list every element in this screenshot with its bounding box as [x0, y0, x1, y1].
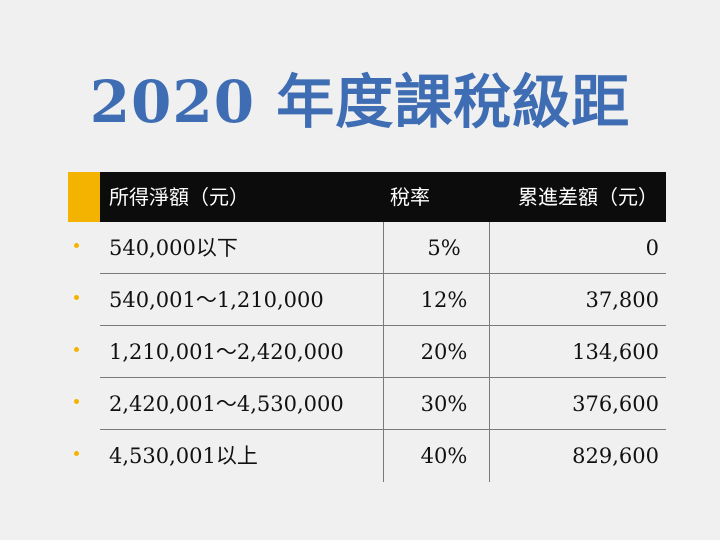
deduction-cell: 0 [645, 236, 659, 260]
income-cell: 540,000以下 [109, 236, 238, 260]
table-row: 2,420,001～4,530,000 30% 376,600 [68, 378, 666, 430]
rate-cell: 12% [420, 288, 468, 312]
bullet-icon [74, 347, 79, 352]
income-cell: 540,001～1,210,000 [109, 288, 324, 312]
header-rate: 稅率 [390, 185, 430, 209]
header-deduction: 累進差額（元） [518, 185, 658, 209]
table-header: 所得淨額（元） 稅率 累進差額（元） [100, 172, 666, 222]
income-cell: 1,210,001～2,420,000 [109, 340, 344, 364]
header-accent-block [68, 172, 100, 222]
deduction-cell: 376,600 [572, 392, 659, 416]
income-cell: 2,420,001～4,530,000 [109, 392, 344, 416]
table-row: 540,000以下 5% 0 [68, 222, 666, 274]
rate-cell: 5% [427, 236, 461, 260]
bullet-icon [74, 295, 79, 300]
page-title: 2020 年度課稅級距 [89, 68, 631, 136]
deduction-cell: 37,800 [585, 288, 659, 312]
bullet-icon [74, 243, 79, 248]
bullet-icon [74, 399, 79, 404]
rate-cell: 40% [420, 444, 468, 468]
deduction-cell: 829,600 [572, 444, 659, 468]
table-row: 540,001～1,210,000 12% 37,800 [68, 274, 666, 326]
rate-cell: 20% [420, 340, 468, 364]
rate-cell: 30% [420, 392, 468, 416]
income-cell: 4,530,001以上 [109, 444, 258, 468]
header-income: 所得淨額（元） [109, 185, 249, 209]
table-row: 1,210,001～2,420,000 20% 134,600 [68, 326, 666, 378]
column-divider [383, 222, 384, 482]
deduction-cell: 134,600 [572, 340, 659, 364]
bullet-icon [74, 451, 79, 456]
table-row: 4,530,001以上 40% 829,600 [68, 430, 666, 482]
column-divider [489, 222, 490, 482]
